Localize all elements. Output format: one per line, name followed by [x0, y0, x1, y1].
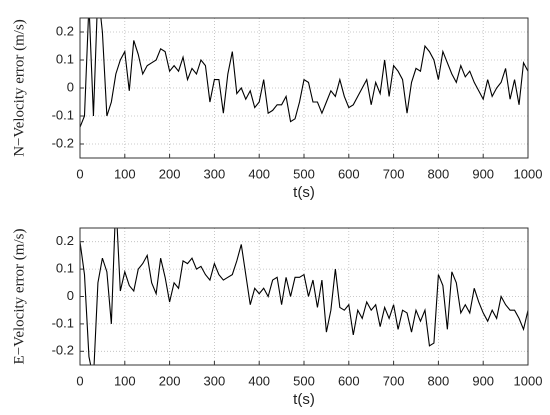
- x-tick-label: 700: [383, 166, 405, 181]
- x-tick-label: 600: [338, 373, 360, 388]
- x-tick-label: 1000: [514, 373, 543, 388]
- x-tick-label: 300: [204, 166, 226, 181]
- y-tick-label: -0.2: [52, 135, 74, 150]
- data-line: [80, 228, 528, 365]
- x-tick-label: 600: [338, 166, 360, 181]
- plot-area: [80, 228, 528, 365]
- frame: [79, 227, 529, 366]
- y-axis-label: N−Velocity error (m/s): [11, 19, 27, 157]
- y-tick-label: 0.1: [56, 261, 74, 276]
- x-axis-label: t(s): [293, 391, 315, 408]
- x-tick-label: 500: [293, 373, 315, 388]
- x-tick-label: 800: [428, 373, 450, 388]
- y-tick-label: 0.2: [56, 23, 74, 38]
- x-tick-label: 700: [383, 373, 405, 388]
- subplot: 0 100 200 300 400 500 600 700 800 900 1000 -0.2 -0.1…: [11, 17, 543, 201]
- y-axis-label: E−Velocity error (m/s): [11, 229, 27, 365]
- frame: [79, 17, 529, 159]
- y-tick-label: -0.1: [52, 315, 74, 330]
- y-tick-label: 0: [67, 79, 74, 94]
- x-tick-label: 400: [248, 166, 270, 181]
- x-tick-label: 900: [472, 373, 494, 388]
- y-tick-label: -0.1: [52, 107, 74, 122]
- y-tick-label: 0.1: [56, 51, 74, 66]
- x-tick-label: 200: [159, 166, 181, 181]
- x-tick-label: 300: [204, 373, 226, 388]
- x-tick-label: 400: [248, 373, 270, 388]
- x-axis-label: t(s): [293, 184, 315, 201]
- x-tick-label: 900: [472, 166, 494, 181]
- x-tick-label: 100: [114, 373, 136, 388]
- x-tick-label: 200: [159, 373, 181, 388]
- x-tick-label: 0: [76, 373, 83, 388]
- y-tick-label: -0.2: [52, 343, 74, 358]
- x-tick-label: 500: [293, 166, 315, 181]
- subplot: 0 100 200 300 400 500 600 700 800 900 1000 -0.2 -0.1…: [11, 227, 543, 408]
- y-tick-label: 0: [67, 288, 74, 303]
- x-tick-label: 100: [114, 166, 136, 181]
- x-tick-label: 800: [428, 166, 450, 181]
- x-tick-label: 1000: [514, 166, 543, 181]
- x-tick-label: 0: [76, 166, 83, 181]
- y-tick-label: 0.2: [56, 233, 74, 248]
- data-line: [80, 18, 528, 128]
